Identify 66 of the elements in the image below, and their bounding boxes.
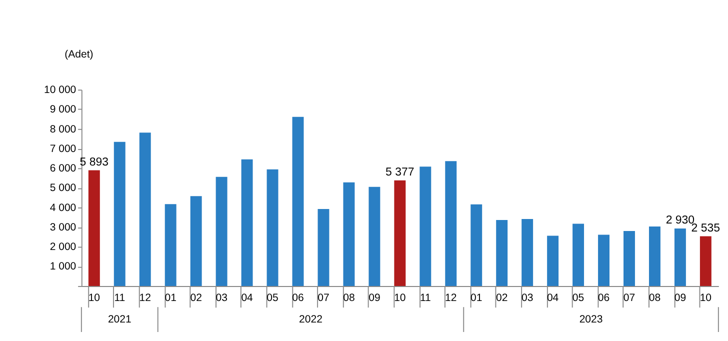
x-tick-label: 10	[394, 292, 406, 304]
x-tick-label: 09	[368, 292, 380, 304]
bar	[624, 231, 635, 286]
x-tick-label: 11	[114, 292, 126, 304]
bar	[420, 166, 432, 286]
y-tick-label: 8 000	[50, 123, 76, 136]
y-tick-label: 10 000	[44, 84, 76, 96]
y-axis-title: (Adet)	[64, 48, 94, 61]
x-tick-label: 08	[343, 292, 355, 304]
bar	[216, 176, 228, 286]
bar	[88, 170, 100, 286]
x-tick-label: 12	[445, 292, 457, 304]
y-tick-label: 9 000	[50, 104, 76, 116]
x-tick-label: 03	[216, 292, 228, 304]
bar	[368, 186, 380, 286]
x-tick-label: 11	[420, 292, 432, 304]
data-label: 5 377	[386, 166, 414, 179]
bar	[496, 220, 508, 286]
x-tick-label: 04	[546, 292, 559, 304]
bar	[700, 236, 712, 286]
x-tick-label: 09	[674, 292, 686, 304]
x-tick-label: 03	[521, 292, 534, 304]
x-tick-label: 02	[496, 292, 508, 304]
x-tick-label: 02	[190, 292, 202, 304]
y-tick-label: 6 000	[50, 162, 76, 175]
x-tick-label: 06	[292, 292, 304, 304]
bar	[547, 236, 559, 286]
bar	[445, 161, 457, 286]
bar	[343, 182, 355, 286]
y-tick-label: 5 000	[50, 182, 76, 194]
x-tick-label: 08	[648, 292, 661, 304]
bar	[190, 196, 202, 286]
x-tick-label: 10	[700, 292, 712, 304]
x-tick-label: 10	[88, 292, 100, 304]
bar	[164, 204, 176, 286]
bar	[394, 180, 406, 286]
bar	[648, 226, 660, 286]
x-tick-label: 01	[164, 292, 177, 304]
y-tick-label: 1 000	[50, 260, 76, 273]
bar	[674, 228, 686, 286]
bar	[292, 116, 304, 286]
bar	[470, 204, 482, 286]
text: 2021	[108, 313, 132, 326]
y-tick-label: 7 000	[50, 142, 76, 155]
bar	[241, 159, 253, 286]
text: 2022	[299, 313, 323, 326]
bar	[572, 224, 584, 286]
x-tick-label: 04	[241, 292, 254, 304]
bar	[598, 234, 610, 286]
x-tick-label: 01	[470, 292, 482, 304]
text: 2023	[579, 313, 603, 326]
data-label: 5 893	[80, 156, 109, 168]
x-tick-label: 07	[318, 292, 330, 304]
bar	[266, 169, 278, 286]
x-tick-label: 12	[139, 292, 152, 304]
y-tick-label: 4 000	[50, 202, 76, 214]
y-tick-label: 2 000	[50, 241, 76, 254]
x-tick-label: 05	[572, 292, 584, 304]
x-tick-label: 06	[598, 292, 610, 304]
bar	[318, 209, 330, 286]
bar	[139, 132, 151, 286]
x-tick-label: 07	[623, 292, 636, 304]
y-tick-label: 3 000	[50, 221, 76, 234]
bar	[114, 142, 126, 286]
bar	[522, 219, 534, 286]
x-tick-label: 05	[266, 292, 279, 304]
